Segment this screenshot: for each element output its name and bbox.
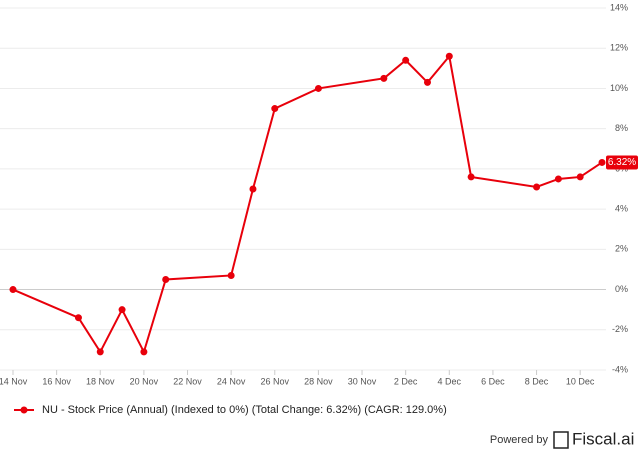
footer-brand: Fiscal.ai — [572, 429, 634, 448]
point — [445, 52, 453, 60]
point — [162, 276, 170, 283]
x-tick-label: 18 Nov — [86, 376, 115, 386]
x-tick-label: 8 Dec — [525, 376, 549, 386]
y-tick-label: 2% — [615, 244, 628, 254]
point — [598, 158, 606, 166]
point — [314, 84, 322, 92]
y-tick-label: 8% — [615, 123, 628, 133]
y-tick-label: 4% — [615, 203, 628, 213]
y-tick-label: 14% — [610, 2, 628, 12]
y-tick-label: -2% — [612, 324, 628, 334]
point — [227, 271, 235, 279]
point — [9, 286, 17, 294]
footer-logo — [553, 431, 569, 449]
point — [380, 74, 388, 82]
value-label-text: 6.32% — [608, 157, 636, 168]
x-tick-label: 4 Dec — [438, 376, 462, 386]
point — [271, 105, 279, 113]
x-tick-label: 2 Dec — [394, 376, 418, 386]
y-tick-label: 12% — [610, 43, 628, 53]
value-label-box — [606, 155, 638, 170]
x-tick-label: 16 Nov — [42, 376, 71, 386]
point — [402, 56, 410, 64]
legend-label: NU - Stock Price (Annual) (Indexed to 0%… — [42, 404, 447, 416]
y-tick-label: -4% — [612, 364, 628, 374]
y-tick-label: 10% — [610, 83, 628, 93]
series-line — [12, 53, 603, 355]
point — [576, 173, 584, 181]
x-tick-label: 24 Nov — [217, 376, 246, 386]
x-tick-label: 20 Nov — [130, 376, 159, 386]
x-tick-label: 22 Nov — [173, 376, 202, 386]
point — [249, 185, 257, 193]
point — [118, 306, 126, 314]
point — [423, 78, 431, 86]
point — [554, 175, 562, 183]
footer-prefix: Powered by — [490, 434, 549, 446]
y-tick-label: 0% — [615, 284, 628, 294]
x-tick-label: 10 Dec — [566, 376, 595, 386]
x-tick-label: 28 Nov — [304, 376, 333, 386]
point — [533, 183, 541, 191]
x-tick-label: 14 Nov — [0, 376, 28, 386]
point — [140, 348, 148, 356]
x-tick-label: 26 Nov — [261, 376, 290, 386]
point — [74, 314, 82, 322]
x-tick-label: 30 Nov — [348, 376, 377, 386]
grid — [0, 7, 606, 371]
x-tick-label: 6 Dec — [481, 376, 505, 386]
value-label: 6.32% — [606, 155, 638, 170]
point — [96, 348, 104, 356]
point — [467, 173, 475, 181]
legend-marker — [20, 406, 28, 414]
